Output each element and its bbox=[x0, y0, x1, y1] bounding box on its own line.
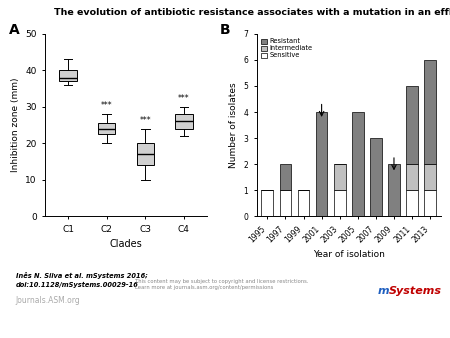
Bar bbox=[261, 190, 273, 216]
Text: This content may be subject to copyright and license restrictions.
Learn more at: This content may be subject to copyright… bbox=[135, 279, 309, 290]
Bar bbox=[334, 164, 346, 190]
Bar bbox=[279, 190, 291, 216]
Text: m: m bbox=[378, 286, 390, 296]
X-axis label: Clades: Clades bbox=[110, 239, 142, 249]
X-axis label: Year of isolation: Year of isolation bbox=[313, 250, 385, 259]
Legend: Resistant, Intermediate, Sensitive: Resistant, Intermediate, Sensitive bbox=[260, 37, 314, 60]
Bar bbox=[297, 190, 310, 216]
PathPatch shape bbox=[175, 114, 193, 129]
Y-axis label: Inhibition zone (mm): Inhibition zone (mm) bbox=[11, 78, 20, 172]
Text: Inês N. Silva et al. mSystems 2016;: Inês N. Silva et al. mSystems 2016; bbox=[16, 272, 148, 279]
Bar bbox=[424, 60, 436, 164]
Bar bbox=[424, 190, 436, 216]
PathPatch shape bbox=[98, 123, 115, 134]
Text: doi:10.1128/mSystems.00029-16: doi:10.1128/mSystems.00029-16 bbox=[16, 282, 139, 288]
Text: B: B bbox=[220, 23, 230, 37]
PathPatch shape bbox=[137, 143, 154, 165]
Text: ***: *** bbox=[178, 94, 189, 103]
Y-axis label: Number of isolates: Number of isolates bbox=[229, 82, 238, 168]
Text: Journals.ASM.org: Journals.ASM.org bbox=[16, 296, 81, 305]
Bar bbox=[316, 112, 328, 216]
Bar bbox=[352, 112, 364, 216]
Text: ***: *** bbox=[101, 101, 112, 111]
PathPatch shape bbox=[59, 70, 77, 81]
Bar bbox=[406, 190, 418, 216]
Bar bbox=[424, 164, 436, 190]
Text: The evolution of antibiotic resistance associates with a mutation in an efflux p: The evolution of antibiotic resistance a… bbox=[54, 8, 450, 18]
Bar bbox=[334, 190, 346, 216]
Bar bbox=[370, 138, 382, 216]
Text: Systems: Systems bbox=[389, 286, 442, 296]
Bar bbox=[406, 86, 418, 164]
Bar bbox=[279, 164, 291, 190]
Bar bbox=[406, 164, 418, 190]
Bar bbox=[388, 164, 400, 216]
Text: A: A bbox=[9, 23, 20, 37]
Text: ***: *** bbox=[140, 116, 151, 125]
